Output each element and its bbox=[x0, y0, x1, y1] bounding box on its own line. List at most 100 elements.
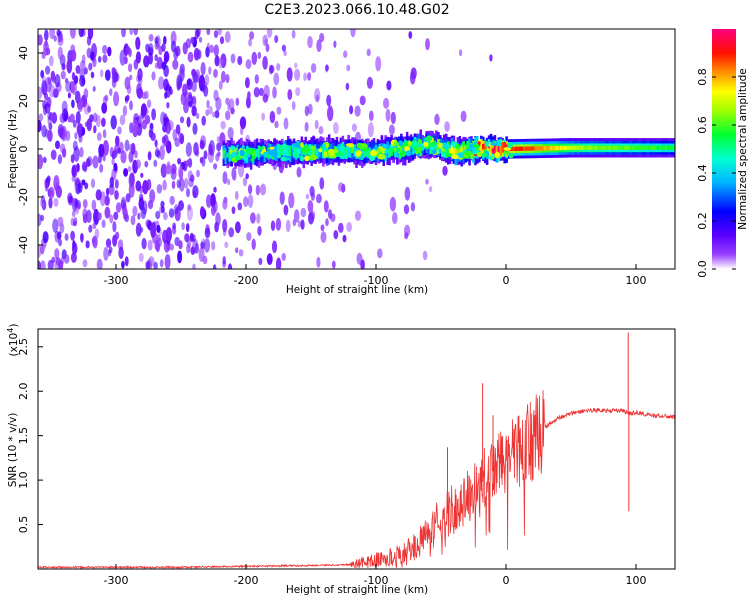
noise-cell bbox=[122, 105, 128, 117]
noise-cell bbox=[104, 94, 109, 102]
noise-cell bbox=[366, 76, 373, 89]
noise-cell bbox=[161, 43, 166, 52]
noise-cell bbox=[408, 31, 413, 39]
noise-cell bbox=[211, 241, 216, 251]
noise-cell bbox=[159, 259, 164, 268]
noise-cell bbox=[235, 247, 239, 254]
noise-cell bbox=[48, 197, 53, 209]
noise-cell bbox=[182, 42, 188, 55]
noise-cell bbox=[161, 61, 167, 70]
band-blob bbox=[398, 140, 404, 147]
band-blob bbox=[335, 152, 342, 157]
band-cell bbox=[536, 146, 540, 151]
band-cell bbox=[347, 149, 350, 157]
noise-cell bbox=[319, 32, 325, 43]
noise-cell bbox=[141, 200, 148, 215]
band-cell bbox=[560, 145, 563, 151]
band-cell bbox=[491, 148, 495, 154]
noise-cell bbox=[220, 70, 226, 83]
noise-cell bbox=[86, 35, 92, 46]
noise-cell bbox=[193, 142, 199, 156]
noise-cell bbox=[186, 116, 191, 128]
band-cell bbox=[583, 145, 586, 150]
noise-cell bbox=[199, 156, 204, 164]
noise-cell bbox=[190, 36, 195, 44]
band-blob bbox=[417, 138, 423, 145]
noise-cell bbox=[55, 140, 60, 150]
noise-cell bbox=[150, 222, 157, 238]
noise-cell bbox=[285, 219, 291, 233]
band-cell bbox=[409, 142, 413, 154]
band-cell bbox=[610, 145, 614, 150]
noise-cell bbox=[213, 163, 218, 170]
noise-cell bbox=[89, 114, 94, 123]
band-blob bbox=[323, 150, 328, 158]
noise-cell bbox=[258, 87, 264, 97]
band-blob bbox=[494, 151, 500, 159]
noise-cell bbox=[162, 179, 167, 191]
band-cell bbox=[368, 150, 372, 158]
band-blob bbox=[476, 152, 483, 156]
noise-cell bbox=[76, 122, 83, 136]
noise-cell bbox=[144, 160, 149, 168]
band-cell bbox=[569, 145, 573, 150]
band-cell bbox=[222, 150, 226, 158]
band-cell bbox=[558, 145, 561, 151]
noise-cell bbox=[38, 34, 43, 46]
noise-cell bbox=[195, 112, 200, 120]
noise-cell bbox=[246, 232, 252, 241]
band-cell bbox=[624, 145, 627, 150]
noise-cell bbox=[165, 164, 172, 175]
noise-cell bbox=[57, 124, 64, 138]
band-cell bbox=[538, 146, 542, 151]
band-cell bbox=[394, 147, 397, 158]
noise-cell bbox=[127, 165, 132, 173]
noise-cell bbox=[97, 212, 102, 221]
band-cell bbox=[587, 145, 590, 150]
noise-cell bbox=[377, 248, 383, 259]
noise-cell bbox=[222, 219, 228, 233]
noise-cell bbox=[409, 71, 416, 85]
noise-cell bbox=[78, 29, 84, 38]
noise-cell bbox=[187, 51, 194, 63]
band-cell bbox=[577, 145, 580, 150]
band-blob bbox=[451, 154, 459, 160]
noise-cell bbox=[57, 216, 64, 227]
noise-cell bbox=[57, 154, 63, 165]
noise-cell bbox=[109, 88, 113, 96]
noise-cell bbox=[40, 260, 46, 269]
noise-cell bbox=[90, 178, 96, 189]
noise-cell bbox=[173, 204, 179, 215]
noise-cell bbox=[112, 221, 117, 233]
band-blob bbox=[231, 146, 235, 151]
noise-cell bbox=[61, 100, 68, 114]
noise-cell bbox=[77, 182, 83, 193]
band-blob bbox=[270, 150, 278, 157]
band-blob bbox=[280, 156, 287, 162]
noise-cell bbox=[291, 101, 296, 111]
band-cell bbox=[544, 146, 547, 151]
noise-cell bbox=[367, 122, 374, 138]
noise-cell bbox=[175, 124, 181, 135]
band-blob bbox=[411, 140, 418, 147]
x-tick-label: -100 bbox=[364, 574, 389, 587]
noise-cell bbox=[227, 127, 234, 140]
band-blob bbox=[281, 143, 288, 151]
band-cell bbox=[655, 145, 659, 150]
band-cell bbox=[612, 145, 616, 150]
band-cell bbox=[316, 148, 319, 159]
band-cell bbox=[651, 145, 655, 150]
band-cell bbox=[630, 145, 633, 150]
noise-cell bbox=[191, 69, 196, 77]
noise-cell bbox=[186, 79, 191, 86]
noise-cell bbox=[217, 29, 222, 36]
noise-cell bbox=[185, 223, 190, 233]
noise-cell bbox=[151, 71, 156, 81]
noise-cell bbox=[218, 57, 224, 69]
noise-cell bbox=[82, 199, 88, 209]
snr-plot-area bbox=[38, 329, 675, 569]
noise-cell bbox=[50, 70, 56, 82]
noise-cell bbox=[137, 68, 143, 81]
noise-cell bbox=[275, 257, 282, 269]
noise-cell bbox=[50, 149, 57, 160]
